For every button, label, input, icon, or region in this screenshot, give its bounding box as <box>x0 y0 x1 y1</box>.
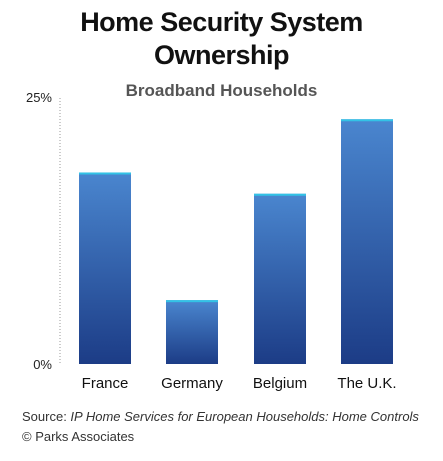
copyright-note: © Parks Associates <box>22 429 135 444</box>
bar-cap-germany <box>166 300 218 303</box>
y-tick-label-min: 0% <box>33 357 52 372</box>
source-prefix: Source: <box>22 409 71 424</box>
bar-the-u-k <box>341 119 393 364</box>
x-tick-label-belgium: Belgium <box>253 375 307 392</box>
source-note: Source: IP Home Services for European Ho… <box>22 408 419 425</box>
chart-title-line-1: Home Security System <box>80 7 363 37</box>
bar-cap-france <box>79 172 131 175</box>
bar-belgium <box>254 193 306 364</box>
chart-title: Home Security System Ownership <box>0 6 443 72</box>
source-title: IP Home Services for European Households… <box>70 409 419 424</box>
x-tick-labels-group: France Germany Belgium The U.K. <box>82 375 397 392</box>
x-tick-label-germany: Germany <box>161 375 223 392</box>
chart-subtitle: Broadband Households <box>125 81 318 100</box>
bar-france <box>79 172 131 364</box>
y-tick-label-max: 25% <box>25 90 52 105</box>
x-tick-label-the-u-k: The U.K. <box>337 375 396 392</box>
chart-title-line-2: Ownership <box>153 40 290 70</box>
bar-cap-the-u-k <box>341 119 393 122</box>
bar-cap-belgium <box>254 193 306 196</box>
bars-group <box>79 119 393 364</box>
bar-germany <box>166 300 218 364</box>
x-tick-label-france: France <box>82 375 129 392</box>
